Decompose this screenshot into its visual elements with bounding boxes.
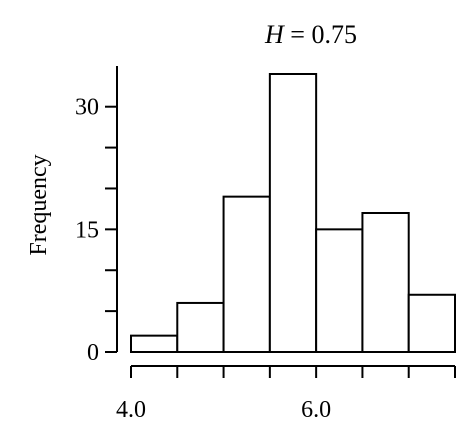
- y-axis-label: Frequency: [26, 154, 52, 255]
- histogram-bar: [176, 301, 225, 353]
- x-tick-label: 6.0: [301, 397, 331, 423]
- y-axis: 0 15 30: [75, 66, 118, 366]
- chart-title-variable: H: [264, 20, 285, 49]
- y-tick-label: 15: [75, 217, 99, 243]
- x-axis: 4.0 6.0: [116, 365, 456, 423]
- histogram-bar: [222, 195, 271, 353]
- bars-group: [130, 73, 457, 354]
- y-tick-label: 0: [87, 340, 99, 366]
- histogram-bar: [130, 334, 179, 354]
- histogram-bar: [315, 228, 364, 353]
- x-tick-label: 4.0: [116, 397, 146, 423]
- histogram-bar: [361, 212, 410, 353]
- histogram-bar: [268, 73, 318, 353]
- y-tick-label: 30: [75, 95, 99, 121]
- chart-title-value: = 0.75: [284, 20, 357, 49]
- chart-title: H = 0.75: [264, 20, 357, 49]
- histogram-bar: [407, 293, 457, 354]
